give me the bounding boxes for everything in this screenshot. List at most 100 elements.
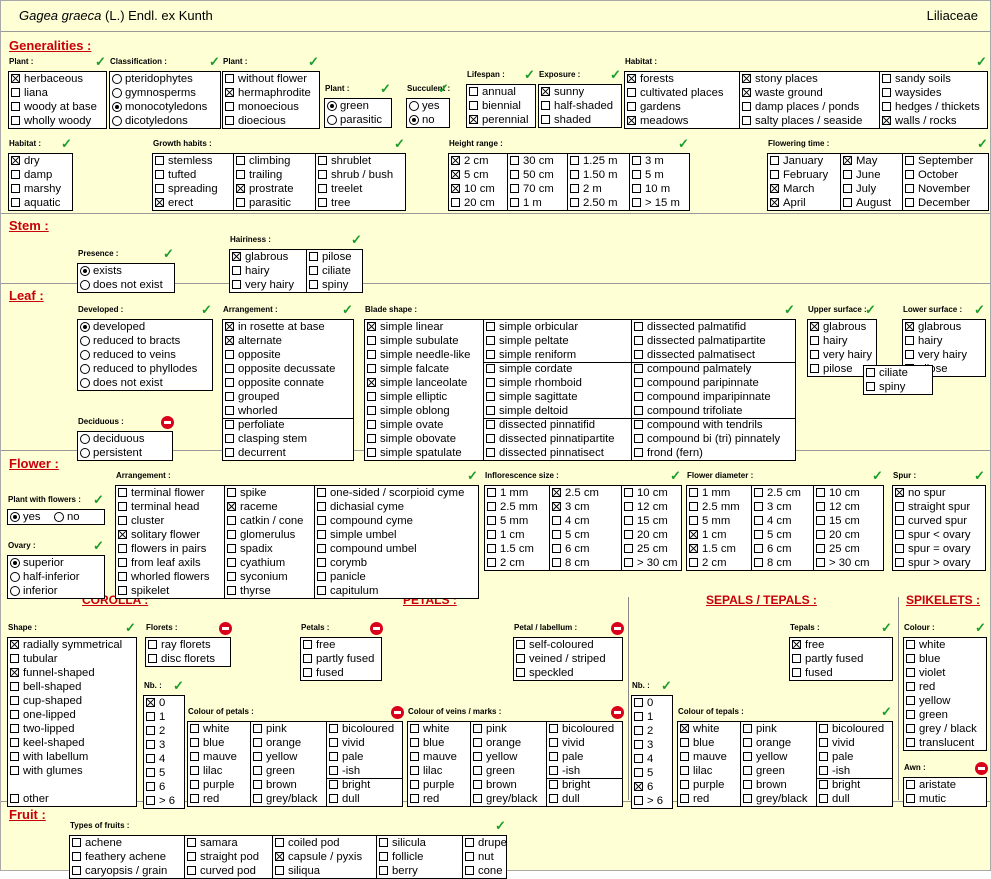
checkbox[interactable] [689, 516, 698, 525]
option-5-m[interactable]: 5 m [630, 168, 690, 182]
checkbox[interactable] [866, 368, 875, 377]
checkbox[interactable] [792, 654, 801, 663]
checkbox[interactable] [895, 544, 904, 553]
checkbox[interactable] [190, 766, 199, 775]
radio-button[interactable] [80, 378, 90, 388]
checkbox[interactable] [819, 766, 828, 775]
option-3[interactable]: 3 [144, 738, 184, 752]
option-reduced-to-veins[interactable]: reduced to veins [78, 348, 212, 362]
option-simple-obovate[interactable]: simple obovate [365, 432, 483, 446]
option-syconium[interactable]: syconium [225, 570, 315, 584]
option-solitary-flower[interactable]: solitary flower [116, 528, 224, 542]
radio-button[interactable] [10, 572, 20, 582]
checkbox[interactable] [487, 488, 496, 497]
option-4[interactable]: 4 [632, 752, 672, 766]
checkbox[interactable] [486, 434, 495, 443]
option-bicoloured[interactable]: bicoloured [327, 722, 403, 736]
checkbox[interactable] [743, 724, 752, 733]
checkbox[interactable] [236, 156, 245, 165]
option-4[interactable]: 4 [144, 752, 184, 766]
option-simple-subulate[interactable]: simple subulate [365, 334, 483, 348]
checkbox[interactable] [754, 502, 763, 511]
checkbox[interactable] [895, 502, 904, 511]
checkbox[interactable] [146, 712, 155, 721]
checkbox[interactable] [329, 780, 338, 789]
checkbox[interactable] [552, 530, 561, 539]
option-forests[interactable]: forests [625, 72, 739, 86]
option-20-cm[interactable]: 20 cm [814, 528, 884, 542]
checkbox[interactable] [810, 322, 819, 331]
option-disc-florets[interactable]: disc florets [146, 652, 230, 666]
checkbox[interactable] [486, 350, 495, 359]
checkbox[interactable] [680, 780, 689, 789]
checkbox[interactable] [634, 448, 643, 457]
checkbox[interactable] [155, 198, 164, 207]
checkbox[interactable] [329, 794, 338, 803]
option-does-not-exist[interactable]: does not exist [78, 278, 174, 292]
option-lilac[interactable]: lilac [678, 764, 740, 778]
option-2-50-m[interactable]: 2.50 m [568, 196, 630, 210]
checkbox[interactable] [367, 350, 376, 359]
option-simple-deltoid[interactable]: simple deltoid [484, 404, 632, 418]
option-hedges-thickets[interactable]: hedges / thickets [880, 100, 988, 114]
option-cyathium[interactable]: cyathium [225, 556, 315, 570]
option-february[interactable]: February [768, 168, 840, 182]
checkbox[interactable] [743, 780, 752, 789]
checkbox[interactable] [510, 170, 519, 179]
checkbox[interactable] [816, 558, 825, 567]
checkbox[interactable] [11, 74, 20, 83]
option-12-cm[interactable]: 12 cm [814, 500, 884, 514]
option-5-mm[interactable]: 5 mm [485, 514, 549, 528]
option-simple-peltate[interactable]: simple peltate [484, 334, 632, 348]
option-aristate[interactable]: aristate [904, 778, 986, 792]
option-compound-paripinnate[interactable]: compound paripinnate [632, 376, 796, 390]
option-damp-places-ponds[interactable]: damp places / ponds [740, 100, 880, 114]
option-6-cm[interactable]: 6 cm [752, 542, 814, 556]
option-red[interactable]: red [188, 792, 250, 806]
checkbox[interactable] [680, 766, 689, 775]
checkbox[interactable] [624, 488, 633, 497]
option-tubular[interactable]: tubular [8, 652, 136, 666]
option-5-cm[interactable]: 5 cm [752, 528, 814, 542]
option-free[interactable]: free [301, 638, 381, 652]
checkbox[interactable] [469, 87, 478, 96]
checkbox[interactable] [906, 682, 915, 691]
option-grey-black[interactable]: grey/black [251, 792, 327, 806]
checkbox[interactable] [367, 336, 376, 345]
option-meadows[interactable]: meadows [625, 114, 739, 128]
option-10-cm[interactable]: 10 cm [622, 486, 682, 500]
option-decurrent[interactable]: decurrent [223, 446, 353, 460]
option-pale[interactable]: pale [547, 750, 623, 764]
checkbox[interactable] [895, 488, 904, 497]
checkbox[interactable] [905, 350, 914, 359]
option-3-m[interactable]: 3 m [630, 154, 690, 168]
checkbox[interactable] [549, 794, 558, 803]
checkbox[interactable] [367, 406, 376, 415]
checkbox[interactable] [624, 544, 633, 553]
checkbox[interactable] [187, 838, 196, 847]
option-with-labellum[interactable]: with labellum [8, 750, 136, 764]
option-1-cm[interactable]: 1 cm [485, 528, 549, 542]
option-simple-ovate[interactable]: simple ovate [365, 418, 483, 432]
checkbox[interactable] [624, 558, 633, 567]
checkbox[interactable] [906, 696, 915, 705]
option-coiled-pod[interactable]: coiled pod [273, 836, 377, 850]
radio-button[interactable] [112, 74, 122, 84]
option-no-spur[interactable]: no spur [893, 486, 985, 500]
option-very-hairy[interactable]: very hairy [230, 278, 306, 292]
option-simple-spatulate[interactable]: simple spatulate [365, 446, 483, 460]
checkbox[interactable] [225, 406, 234, 415]
checkbox[interactable] [742, 74, 751, 83]
option-spur-ovary[interactable]: spur < ovary [893, 528, 985, 542]
checkbox[interactable] [227, 544, 236, 553]
radio-button[interactable] [80, 350, 90, 360]
checkbox[interactable] [634, 768, 643, 777]
checkbox[interactable] [451, 156, 460, 165]
option-spikelet[interactable]: spikelet [116, 584, 224, 598]
option-3-cm[interactable]: 3 cm [752, 500, 814, 514]
option-shrublet[interactable]: shrublet [316, 154, 406, 168]
checkbox[interactable] [118, 586, 127, 595]
checkbox[interactable] [866, 382, 875, 391]
radio-button[interactable] [10, 512, 20, 522]
option-12-cm[interactable]: 12 cm [622, 500, 682, 514]
